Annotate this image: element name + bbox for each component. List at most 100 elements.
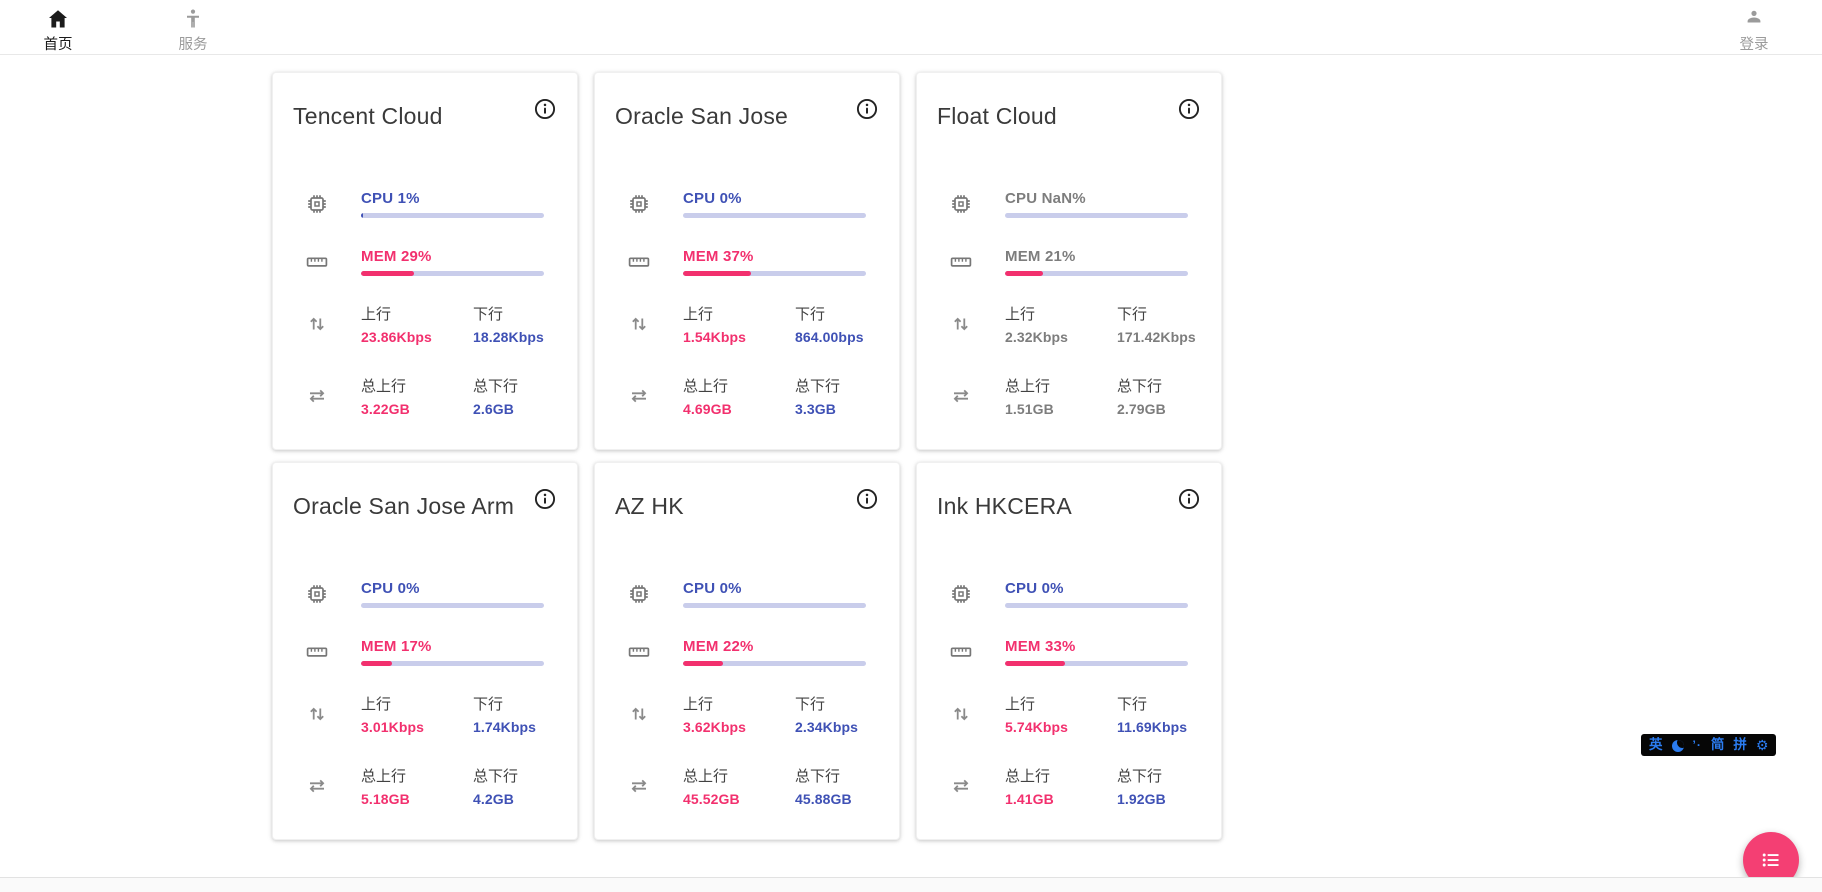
card-header: Oracle San Jose Arm [293, 488, 556, 520]
cpu-row: CPU 0% [615, 580, 866, 608]
total-upload-value: 1.51GB [1005, 401, 1054, 417]
upload-speed: 3.01Kbps [361, 719, 425, 735]
nav-item-login[interactable]: 登录 [1722, 0, 1786, 54]
download-speed: 171.42Kbps [1117, 329, 1196, 345]
mem-row: MEM 21% [937, 248, 1188, 276]
server-card[interactable]: Tencent Cloud [272, 72, 578, 450]
info-icon[interactable] [533, 487, 557, 511]
mem-usage-text: MEM 37% [683, 248, 754, 265]
server-card[interactable]: Ink HKCERA [916, 462, 1222, 840]
server-name: Oracle San Jose Arm [293, 493, 515, 519]
server-card[interactable]: Float Cloud [916, 72, 1222, 450]
cpu-usage-text: CPU 1% [361, 190, 420, 207]
cpu-chip-icon [937, 192, 1005, 216]
download-label: 下行 [473, 696, 504, 713]
mem-progress-bar [1005, 271, 1188, 276]
cpu-usage-text: CPU 0% [361, 580, 420, 597]
download-label: 下行 [473, 306, 504, 323]
server-name: AZ HK [615, 493, 684, 519]
download-speed: 11.69Kbps [1117, 719, 1188, 735]
swap-horizontal-icon [615, 774, 683, 798]
mem-progress-fill [361, 271, 415, 276]
mem-row: MEM 37% [615, 248, 866, 276]
swap-horizontal-icon [937, 384, 1005, 408]
info-icon[interactable] [855, 487, 879, 511]
card-header: Float Cloud [937, 98, 1200, 130]
list-icon [1759, 848, 1783, 872]
cpu-progress-bar [361, 213, 544, 218]
moon-icon[interactable] [1671, 740, 1684, 752]
info-icon[interactable] [533, 97, 557, 121]
swap-horizontal-icon [293, 774, 361, 798]
ime-toolbar[interactable]: 英 ’· 简 拼 ⚙ [1641, 734, 1777, 756]
cpu-row: CPU 1% [293, 190, 544, 218]
total-upload-value: 4.69GB [683, 401, 732, 417]
memory-ruler-icon [293, 640, 361, 664]
server-name: Oracle San Jose [615, 103, 789, 129]
mem-progress-bar [361, 661, 544, 666]
card-header: Ink HKCERA [937, 488, 1200, 520]
cpu-usage-text: CPU 0% [683, 580, 742, 597]
card-stats: CPU 1% MEM 29% [293, 190, 544, 417]
up-down-arrows-icon [615, 702, 683, 726]
mem-progress-fill [1005, 661, 1066, 666]
total-download-value: 45.88GB [795, 791, 852, 807]
server-card[interactable]: AZ HK [594, 462, 900, 840]
total-upload-label: 总上行 [1005, 378, 1051, 395]
total-traffic-row: 总上行 4.69GB 总下行 3.3GB [615, 375, 866, 417]
ime-pinyin-toggle[interactable]: 拼 [1733, 737, 1747, 752]
nav-label-login: 登录 [1739, 37, 1769, 53]
up-down-arrows-icon [937, 312, 1005, 336]
total-download-label: 总下行 [795, 378, 841, 395]
mem-progress-fill [361, 661, 393, 666]
memory-ruler-icon [937, 250, 1005, 274]
upload-speed: 23.86Kbps [361, 329, 432, 345]
upload-label: 上行 [1005, 306, 1036, 323]
nav-label-home: 首页 [43, 37, 73, 53]
up-down-arrows-icon [293, 702, 361, 726]
server-name: Float Cloud [937, 103, 1057, 129]
cpu-chip-icon [615, 582, 683, 606]
nav-item-home[interactable]: 首页 [26, 0, 90, 54]
info-icon[interactable] [1177, 97, 1201, 121]
cpu-row: CPU NaN% [937, 190, 1188, 218]
server-name: Tencent Cloud [293, 103, 443, 129]
ime-lang-toggle[interactable]: 英 [1649, 737, 1663, 752]
cpu-progress-bar [361, 603, 544, 608]
total-download-value: 2.79GB [1117, 401, 1166, 417]
total-upload-label: 总上行 [361, 378, 407, 395]
cpu-chip-icon [293, 192, 361, 216]
swap-horizontal-icon [615, 384, 683, 408]
nav-item-services[interactable]: 服务 [161, 0, 225, 54]
total-download-label: 总下行 [473, 378, 519, 395]
upload-speed: 1.54Kbps [683, 329, 747, 345]
download-speed: 2.34Kbps [795, 719, 859, 735]
memory-ruler-icon [937, 640, 1005, 664]
up-down-arrows-icon [615, 312, 683, 336]
speed-row: 上行 3.62Kbps 下行 2.34Kbps [615, 693, 866, 735]
speed-row: 上行 1.54Kbps 下行 864.00bps [615, 303, 866, 345]
ime-punctuation-toggle[interactable]: ’· [1692, 738, 1702, 752]
total-traffic-row: 总上行 1.51GB 总下行 2.79GB [937, 375, 1188, 417]
cpu-progress-bar [683, 603, 866, 608]
total-download-value: 3.3GB [795, 401, 836, 417]
total-download-label: 总下行 [473, 768, 519, 785]
total-traffic-row: 总上行 5.18GB 总下行 4.2GB [293, 765, 544, 807]
info-icon[interactable] [1177, 487, 1201, 511]
card-header: AZ HK [615, 488, 878, 520]
mem-usage-text: MEM 21% [1005, 248, 1076, 265]
cpu-row: CPU 0% [615, 190, 866, 218]
card-header: Tencent Cloud [293, 98, 556, 130]
server-card[interactable]: Oracle San Jose Arm [272, 462, 578, 840]
upload-speed: 5.74Kbps [1005, 719, 1069, 735]
ime-simplified-toggle[interactable]: 简 [1710, 737, 1725, 752]
info-icon[interactable] [855, 97, 879, 121]
total-upload-value: 3.22GB [361, 401, 410, 417]
mem-progress-fill [683, 661, 724, 666]
total-download-label: 总下行 [795, 768, 841, 785]
server-card[interactable]: Oracle San Jose [594, 72, 900, 450]
gear-icon[interactable]: ⚙ [1755, 737, 1769, 753]
footer-divider [0, 877, 1822, 892]
total-download-value: 4.2GB [473, 791, 514, 807]
